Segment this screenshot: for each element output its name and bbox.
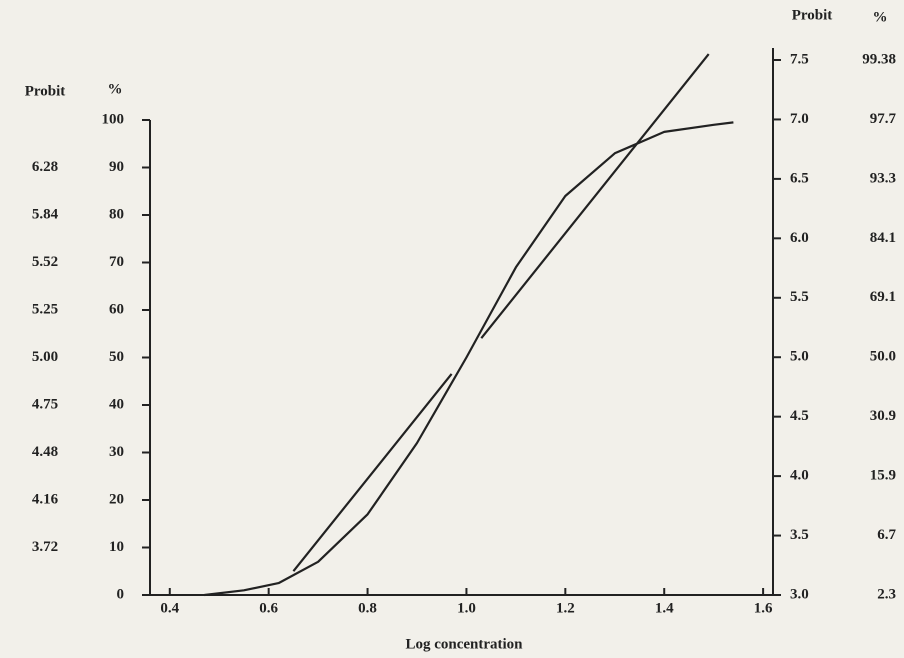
right-percent-label: 97.7 xyxy=(870,111,897,127)
right-percent-label: 50.0 xyxy=(870,349,896,365)
left-percent-header: % xyxy=(108,81,123,97)
y-tick-label: 30 xyxy=(109,444,124,460)
series-line xyxy=(292,53,710,572)
y-tick-label: 70 xyxy=(109,254,124,270)
series-line xyxy=(204,121,734,597)
y2-tick-label: 5.5 xyxy=(790,289,809,305)
left-probit-label: 5.52 xyxy=(32,254,58,270)
left-probit-header: Probit xyxy=(25,83,66,99)
right-percent-label: 99.38 xyxy=(862,51,896,67)
right-percent-label: 93.3 xyxy=(870,170,896,186)
left-probit-label: 5.25 xyxy=(32,301,58,317)
left-probit-label: 4.48 xyxy=(32,444,58,460)
x-axis-label: Log concentration xyxy=(405,636,523,652)
x-tick-label: 1.0 xyxy=(457,600,476,616)
left-probit-label: 4.75 xyxy=(32,396,58,412)
y-tick-label: 0 xyxy=(117,586,125,602)
x-tick-label: 1.4 xyxy=(655,600,674,616)
left-probit-label: 6.28 xyxy=(32,159,58,175)
y-tick-label: 20 xyxy=(109,491,124,507)
right-percent-label: 15.9 xyxy=(870,468,896,484)
y-tick-label: 40 xyxy=(109,396,124,412)
y2-tick-label: 4.0 xyxy=(790,468,809,484)
y2-tick-label: 7.0 xyxy=(790,111,809,127)
left-probit-label: 5.84 xyxy=(32,206,59,222)
y-tick-label: 80 xyxy=(109,206,124,222)
x-tick-label: 0.4 xyxy=(160,600,179,616)
right-percent-label: 30.9 xyxy=(870,408,896,424)
y-tick-label: 50 xyxy=(109,349,124,365)
y2-tick-label: 3.0 xyxy=(790,586,809,602)
left-probit-label: 5.00 xyxy=(32,349,58,365)
y-tick-label: 100 xyxy=(102,111,125,127)
y-tick-label: 60 xyxy=(109,301,124,317)
x-tick-label: 1.2 xyxy=(556,600,575,616)
y2-tick-label: 5.0 xyxy=(790,349,809,365)
y-tick-label: 10 xyxy=(109,539,124,555)
x-tick-label: 0.8 xyxy=(358,600,377,616)
y2-tick-label: 7.5 xyxy=(790,51,809,67)
right-percent-label: 69.1 xyxy=(870,289,896,305)
right-percent-label: 2.3 xyxy=(877,586,896,602)
right-percent-label: 84.1 xyxy=(870,230,896,246)
right-percent-label: 6.7 xyxy=(877,527,896,543)
y2-tick-label: 4.5 xyxy=(790,408,809,424)
left-probit-label: 4.16 xyxy=(32,491,59,507)
left-probit-label: 3.72 xyxy=(32,539,58,555)
y2-tick-label: 6.5 xyxy=(790,170,809,186)
right-percent-header: % xyxy=(873,9,888,25)
x-tick-label: 0.6 xyxy=(259,600,278,616)
x-tick-label: 1.6 xyxy=(754,600,773,616)
right-probit-header: Probit xyxy=(792,7,833,23)
y2-tick-label: 6.0 xyxy=(790,230,809,246)
y-tick-label: 90 xyxy=(109,159,124,175)
y2-tick-label: 3.5 xyxy=(790,527,809,543)
